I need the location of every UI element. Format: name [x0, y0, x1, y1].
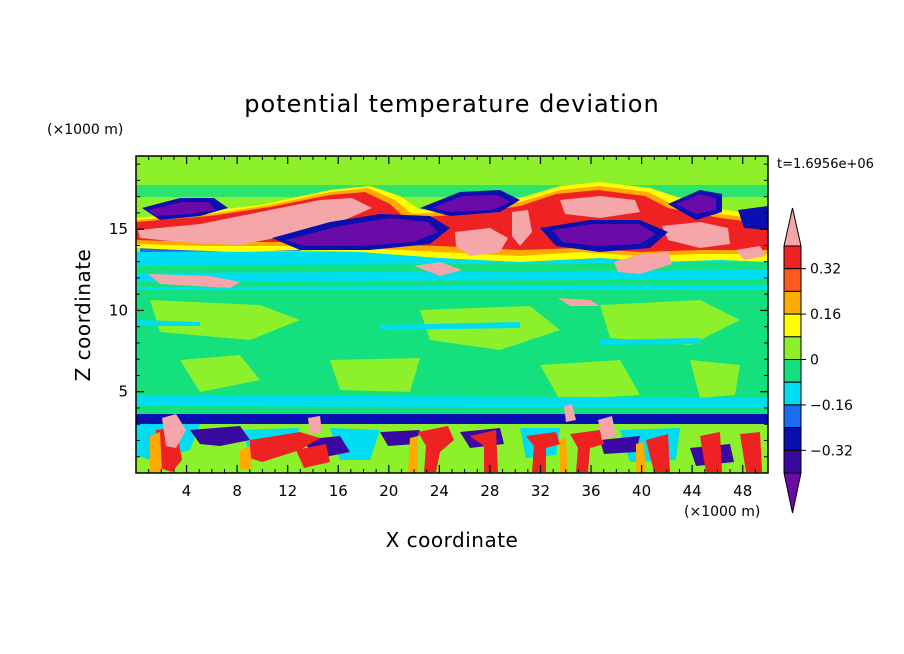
colorbar-label: 0.16	[810, 307, 841, 323]
x-tick-label: 40	[632, 482, 651, 500]
y-tick-label: 15	[109, 220, 128, 238]
colorbar-swatch	[783, 404, 802, 429]
negative-core-purple-5	[676, 194, 716, 214]
colorbar-label: −0.16	[810, 398, 853, 414]
negative-core-purple-3	[432, 195, 510, 212]
x-unit-label: (×1000 m)	[684, 504, 760, 520]
colorbar-swatch	[783, 449, 802, 474]
colorbar-swatch	[783, 381, 802, 406]
colorbar-swatch	[783, 427, 802, 451]
x-axis: 4 8 12 16 20 24 28 32 36 40 44 48	[148, 156, 756, 500]
upper-pink-band	[138, 196, 766, 306]
colorbar-swatch	[783, 313, 802, 338]
mid-cyan-streaks	[136, 320, 768, 408]
y-axis-label: Z coordinate	[71, 249, 95, 382]
negative-core-purple-2	[286, 218, 438, 246]
y-tick-label: 5	[118, 383, 128, 401]
y-unit-label: (×1000 m)	[47, 122, 123, 138]
chart-title: potential temperature deviation	[244, 90, 659, 118]
colorbar-swatch	[783, 336, 802, 360]
x-tick-label: 8	[232, 482, 242, 500]
x-tick-label: 44	[683, 482, 702, 500]
weak-negative-stripes	[136, 262, 768, 287]
x-tick-label: 4	[182, 482, 192, 500]
colorbar-swatch	[783, 359, 802, 383]
colorbar-swatch	[783, 245, 802, 270]
colorbar-label: 0	[810, 353, 819, 369]
low-level-pink-peaks	[162, 404, 616, 448]
low-level-orange-fringe	[150, 432, 646, 472]
x-tick-label: 32	[531, 482, 550, 500]
x-tick-label: 16	[329, 482, 348, 500]
time-label: t=1.6956e+06	[777, 157, 874, 172]
negative-core-blue-6	[738, 206, 768, 230]
x-axis-label: X coordinate	[386, 528, 519, 552]
upper-green-strip	[136, 185, 768, 197]
colorbar-swatch	[783, 290, 802, 315]
colorbar-label: −0.32	[810, 443, 853, 459]
low-level-smoothing	[136, 408, 768, 473]
x-tick-label: 24	[430, 482, 449, 500]
y-tick-label: 10	[109, 301, 128, 319]
low-level-positive-plumes	[156, 426, 762, 472]
x-tick-label: 20	[379, 482, 398, 500]
colorbar-min-triangle	[783, 472, 802, 514]
x-tick-label: 12	[278, 482, 297, 500]
colorbar-max-triangle	[783, 207, 802, 247]
low-level-blue-cap	[136, 414, 768, 424]
y-axis: 5 10 15	[109, 163, 768, 458]
contour-field	[136, 156, 768, 473]
x-tick-label: 28	[480, 482, 499, 500]
negative-core-purple-1	[148, 202, 216, 216]
colorbar-label: 0.32	[810, 262, 841, 278]
x-tick-label: 36	[581, 482, 600, 500]
mid-lightgreen-patches	[150, 300, 740, 400]
colorbar-swatch	[783, 268, 802, 292]
colorbar: 0.32 0.16 0 −0.16 −0.32	[783, 207, 853, 514]
negative-core-purple-4	[552, 224, 656, 246]
x-tick-label: 48	[733, 482, 752, 500]
